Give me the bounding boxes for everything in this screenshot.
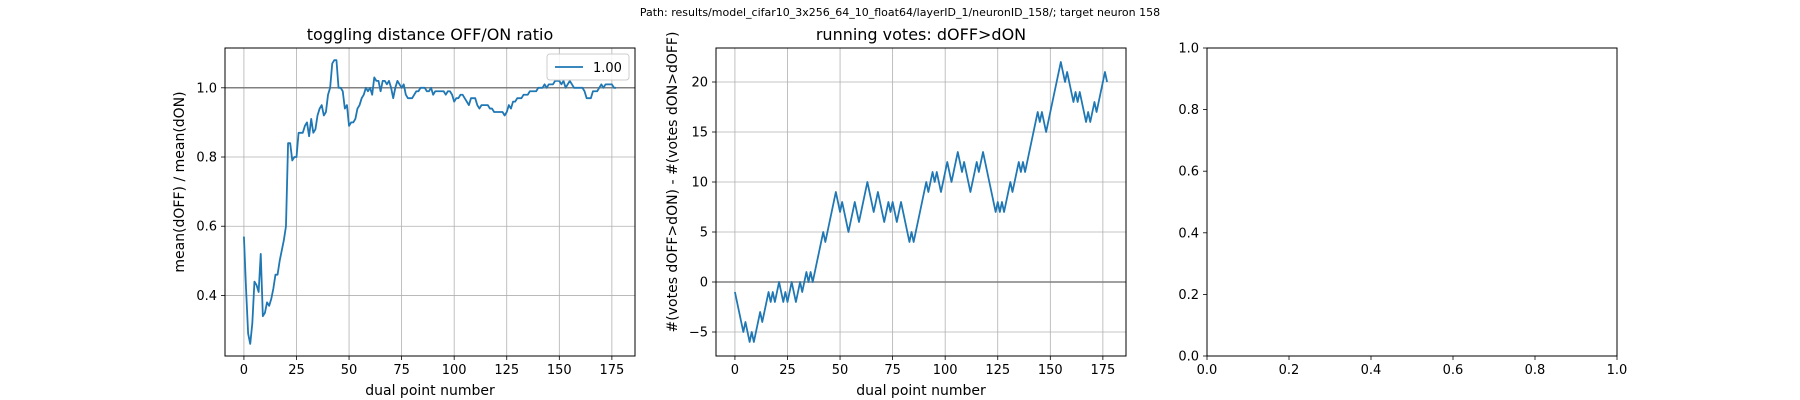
- x-axis-label: dual point number: [856, 383, 986, 399]
- y-tick-label: 10: [691, 176, 708, 191]
- x-tick-label: 150: [1038, 363, 1063, 378]
- x-tick-label: 75: [393, 363, 410, 378]
- y-axis-label: #(votes dOFF>dON) - #(votes dON>dOFF): [665, 32, 681, 333]
- y-tick-label: 0.4: [196, 289, 217, 304]
- axes-frame: [715, 47, 1127, 357]
- x-tick-label: 100: [933, 363, 958, 378]
- x-tick-label: 0.2: [1279, 363, 1300, 378]
- x-tick-label: 125: [494, 363, 519, 378]
- x-tick-label: 25: [779, 363, 796, 378]
- y-tick-label: 0.6: [196, 220, 217, 235]
- y-tick-label: 0.2: [1178, 288, 1199, 303]
- x-tick-label: 0.6: [1443, 363, 1464, 378]
- y-tick-label: −5: [689, 326, 708, 341]
- x-tick-label: 0.8: [1525, 363, 1546, 378]
- chart-title: running votes: dOFF>dON: [816, 25, 1026, 44]
- figure-suptitle: Path: results/model_cifar10_3x256_64_10_…: [640, 6, 1160, 19]
- x-axis-label: dual point number: [365, 383, 495, 399]
- x-tick-label: 75: [884, 363, 901, 378]
- axes-frame: [224, 47, 636, 357]
- x-tick-label: 175: [599, 363, 624, 378]
- x-tick-label: 150: [547, 363, 572, 378]
- x-tick-label: 25: [288, 363, 305, 378]
- y-tick-label: 1.0: [1178, 42, 1199, 57]
- y-tick-label: 5: [700, 226, 708, 241]
- x-tick-label: 50: [832, 363, 849, 378]
- legend-label: 1.00: [593, 61, 622, 76]
- x-tick-label: 175: [1090, 363, 1115, 378]
- y-tick-label: 15: [691, 126, 708, 141]
- axes-frame: [1206, 47, 1618, 357]
- chart-title: toggling distance OFF/ON ratio: [307, 25, 553, 44]
- y-tick-label: 0.6: [1178, 165, 1199, 180]
- axes-votes: running votes: dOFF>dON dual point numbe…: [665, 25, 1127, 399]
- series-line: [243, 59, 617, 345]
- y-tick-label: 0.0: [1178, 350, 1199, 365]
- y-axis-label: mean(dOFF) / mean(dON): [172, 91, 188, 272]
- x-tick-label: 0.4: [1361, 363, 1382, 378]
- y-tick-label: 0.8: [196, 151, 217, 166]
- x-tick-label: 125: [985, 363, 1010, 378]
- x-tick-label: 50: [341, 363, 358, 378]
- x-tick-label: 0.0: [1197, 363, 1218, 378]
- y-tick-label: 0.4: [1178, 226, 1199, 241]
- x-tick-label: 1.0: [1607, 363, 1628, 378]
- y-tick-label: 20: [691, 76, 708, 91]
- axes-ratio: toggling distance OFF/ON ratio dual poin…: [172, 25, 636, 399]
- y-tick-label: 0.8: [1178, 103, 1199, 118]
- x-tick-label: 100: [442, 363, 467, 378]
- y-tick-label: 1.0: [196, 81, 217, 96]
- axes-empty: 0.0 0.2 0.4 0.6 0.8 1.0 0.0 0.2 0.4 0.6 0.8 1.0: [1178, 42, 1627, 379]
- series-line: [734, 61, 1108, 343]
- x-tick-label: 0: [731, 363, 739, 378]
- y-tick-label: 0: [700, 276, 708, 291]
- legend-box: [546, 53, 630, 81]
- x-tick-label: 0: [240, 363, 248, 378]
- legend: 1.00: [546, 53, 630, 81]
